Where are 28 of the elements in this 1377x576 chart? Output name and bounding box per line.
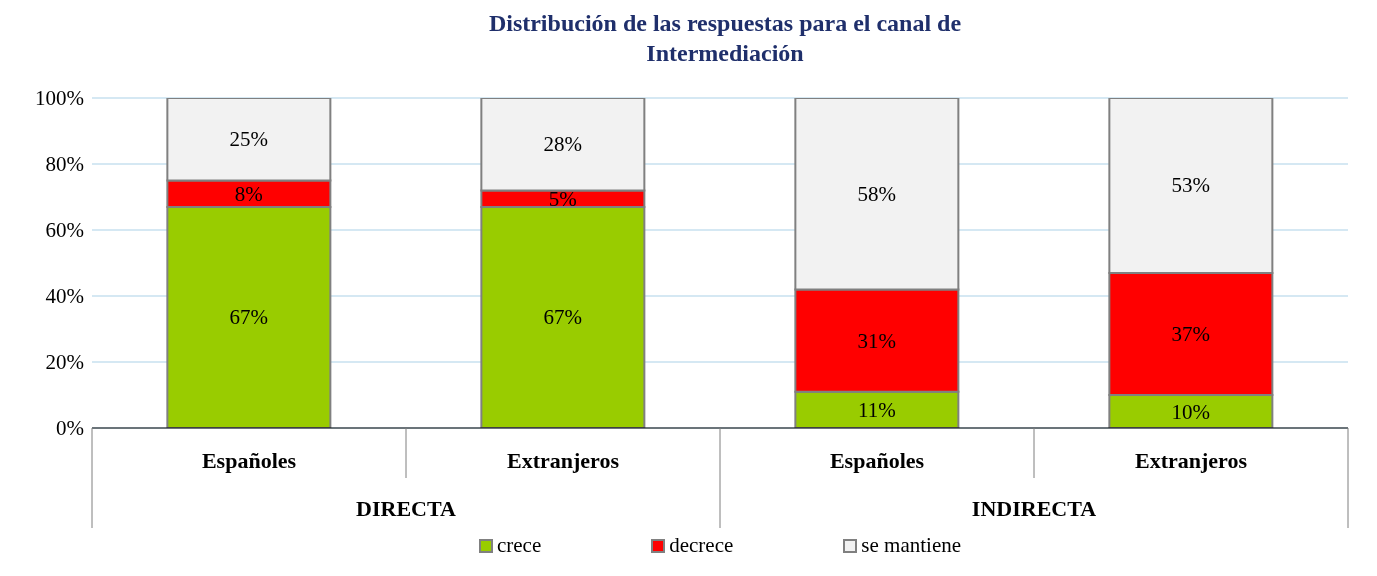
x-tick-label: Extranjeros — [506, 448, 620, 473]
data-label: 67% — [543, 305, 583, 330]
data-label: 31% — [857, 328, 897, 353]
data-label: 58% — [857, 181, 897, 206]
text: DIRECTA — [356, 496, 457, 521]
legend-label: crece — [496, 533, 542, 558]
data-label: 10% — [1171, 399, 1211, 424]
chart-title: Distribución de las respuestas para el canal de Intermediación — [487, 9, 963, 68]
y-tick-label: 0% — [56, 416, 84, 441]
data-label: 37% — [1171, 321, 1211, 346]
legend-label: se mantiene — [861, 533, 962, 558]
data-label: 11% — [858, 397, 896, 422]
legend-label: decrece — [669, 533, 734, 558]
data-label: 8% — [234, 181, 263, 206]
x-tick-label: Españoles — [201, 448, 297, 473]
data-label: 25% — [229, 127, 269, 152]
y-tick-label: 60% — [45, 218, 84, 243]
y-tick-label: 100% — [35, 86, 84, 111]
x-tick-label: Españoles — [829, 448, 925, 473]
data-label: 28% — [543, 132, 583, 157]
data-label: 67% — [229, 305, 269, 330]
y-tick-label: 20% — [45, 350, 84, 375]
y-tick-label: 80% — [45, 152, 84, 177]
x-tick-label: Extranjeros — [1134, 448, 1248, 473]
y-tick-label: 40% — [45, 284, 84, 309]
data-label: 5% — [548, 186, 577, 211]
text: INDIRECTA — [971, 496, 1097, 521]
data-label: 53% — [1171, 173, 1211, 198]
